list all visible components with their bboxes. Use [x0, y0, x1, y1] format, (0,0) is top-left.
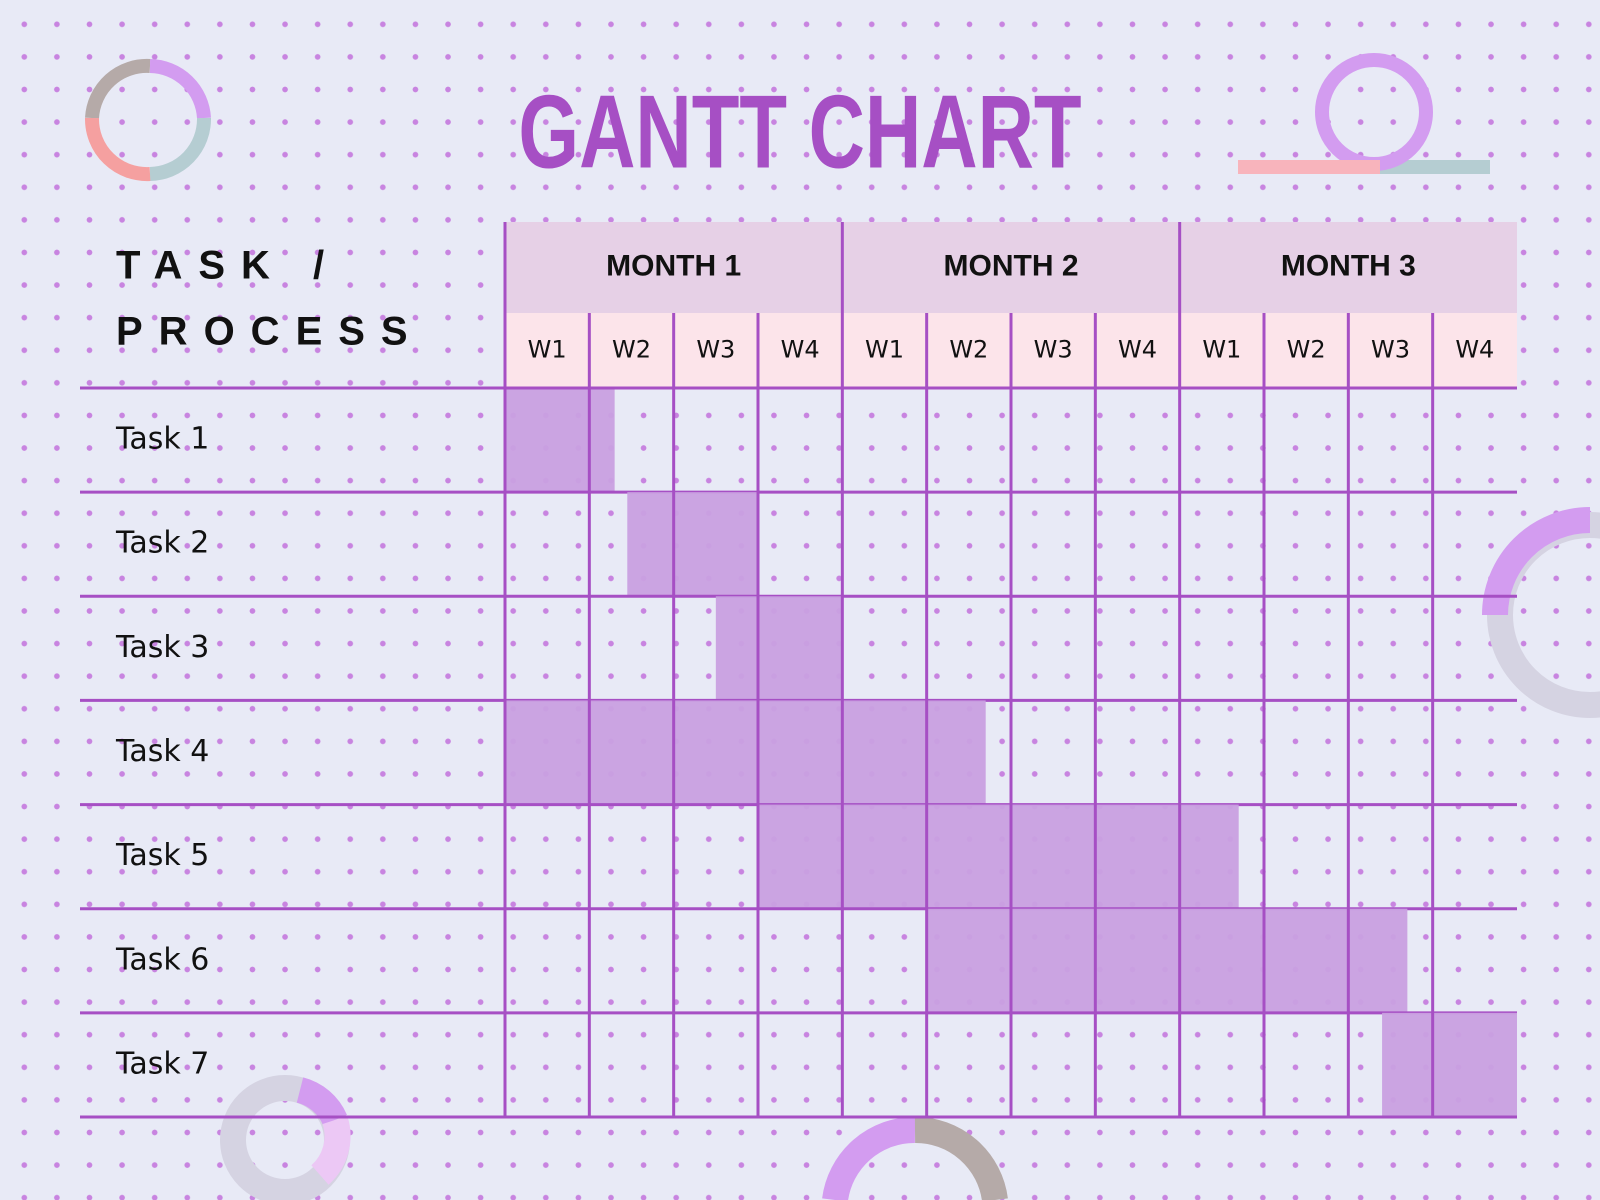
task-label: Task 6: [115, 942, 209, 977]
task-label: Task 4: [115, 734, 209, 769]
week-label: W3: [1034, 336, 1073, 364]
task-label: Task 7: [115, 1046, 209, 1081]
week-label: W2: [1287, 336, 1326, 364]
week-label: W4: [1455, 336, 1494, 364]
task-label: Task 3: [115, 630, 209, 665]
week-label: W1: [528, 336, 567, 364]
task-label: Task 1: [115, 422, 209, 457]
cycle-icon: [84, 58, 212, 182]
task-bar: [505, 700, 986, 805]
week-label: W3: [696, 336, 735, 364]
week-label: W2: [949, 336, 988, 364]
task-bar: [505, 388, 615, 493]
task-bar: [758, 804, 1239, 909]
loop-arrow-icon: [1238, 53, 1490, 174]
month-header-bg: [505, 222, 1517, 313]
row-header: PROCESS: [116, 310, 424, 354]
week-label: W4: [1118, 336, 1157, 364]
task-bar: [926, 908, 1408, 1013]
month-label: MONTH 3: [1281, 249, 1416, 282]
task-bar: [627, 492, 758, 597]
month-label: MONTH 1: [606, 249, 741, 282]
task-bar: [715, 596, 843, 701]
task-bar: [1382, 1012, 1517, 1117]
week-label: W4: [781, 336, 820, 364]
week-label: W1: [1202, 336, 1241, 364]
week-label: W2: [612, 336, 651, 364]
week-label: W3: [1371, 336, 1410, 364]
row-header: TASK /: [116, 244, 340, 288]
task-label: Task 5: [115, 838, 209, 873]
month-label: MONTH 2: [944, 249, 1079, 282]
chart-title: GANTT CHART: [518, 75, 1081, 190]
week-label: W1: [865, 336, 904, 364]
task-label: Task 2: [115, 526, 209, 561]
